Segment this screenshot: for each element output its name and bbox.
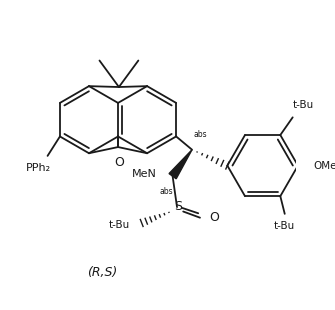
- Text: t-Bu: t-Bu: [109, 220, 130, 230]
- Text: S: S: [174, 200, 182, 213]
- Text: t-Bu: t-Bu: [274, 221, 295, 231]
- Text: O: O: [114, 156, 124, 169]
- Text: MeN: MeN: [132, 170, 157, 179]
- Text: (R,S): (R,S): [87, 266, 117, 279]
- Text: PPh₂: PPh₂: [26, 163, 51, 173]
- Text: O: O: [210, 211, 219, 224]
- Text: t-Bu: t-Bu: [293, 100, 314, 110]
- Text: abs: abs: [194, 130, 207, 139]
- Text: abs: abs: [159, 187, 173, 196]
- Polygon shape: [169, 150, 192, 179]
- Text: OMe: OMe: [314, 161, 335, 171]
